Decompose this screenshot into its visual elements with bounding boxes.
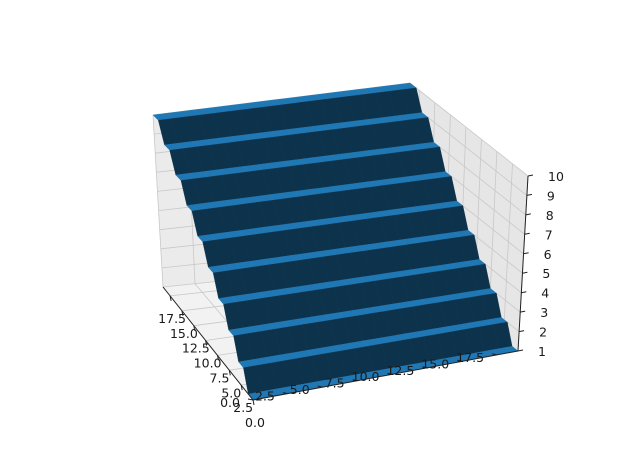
y-tick-mark [228, 370, 231, 376]
z-tick-mark [523, 252, 529, 255]
y-tick-label: 12.5 [182, 341, 210, 356]
z-tick-label: 6 [544, 247, 552, 262]
z-tick-label: 10 [548, 169, 564, 184]
z-axis-line [517, 175, 529, 352]
x-tick-label: 12.5 [386, 363, 414, 378]
z-tick-mark [517, 349, 524, 352]
x-tick-label: 15.0 [421, 356, 449, 371]
x-tick-mark [492, 353, 498, 356]
x-tick-mark [247, 398, 254, 401]
tick-labels: 0.0 2.5 5.0 7.5 10.0 12.5 15.0 17.50.02.55.07.5… [158, 169, 564, 430]
x-tick-label: 17.5 [456, 350, 484, 365]
y-tick-label: 2.5 [233, 400, 253, 415]
y-tick-label: 5.0 [221, 385, 241, 400]
z-tick-label: 2 [539, 325, 547, 340]
grid-line [409, 102, 528, 196]
x-tick-label: 10.0 [352, 369, 380, 384]
z-tick-mark [526, 193, 532, 196]
x-tick-label: 5.0 [290, 382, 310, 397]
grid-line [152, 114, 164, 288]
surface [152, 82, 519, 401]
z-tick-mark [520, 310, 526, 313]
y-tick-mark [181, 310, 184, 316]
y-tick-mark [169, 295, 172, 301]
y-tick-mark [217, 355, 219, 361]
grid-line [502, 163, 513, 340]
y-tick-label: 17.5 [158, 311, 186, 326]
y-tick-mark [240, 385, 243, 391]
y-tick-label: 0.0 [245, 415, 265, 430]
x-tick-mark [352, 379, 358, 382]
grid-line [409, 82, 529, 177]
z-tick-label: 4 [541, 286, 549, 301]
y-tick-mark [193, 325, 196, 331]
y-tick-mark [205, 340, 208, 346]
x-tick-mark [387, 372, 393, 375]
x-tick-mark [317, 385, 323, 388]
x-tick-label: 0.0 [220, 395, 240, 410]
z-tick-mark [525, 213, 531, 216]
x-axis-line [162, 286, 254, 401]
y-tick-label: 15.0 [170, 326, 198, 341]
z-tick-mark [524, 232, 530, 235]
x-tick-label: 7.5 [325, 376, 345, 391]
z-tick-mark [521, 291, 527, 294]
z-tick-mark [522, 271, 528, 274]
z-tick-mark [519, 330, 525, 333]
x-tick-label: 2.5 [255, 389, 275, 404]
z-tick-label: 8 [546, 208, 554, 223]
x-tick-mark [282, 392, 288, 395]
axis-lines [162, 174, 534, 406]
z-tick-mark [527, 174, 534, 177]
y-tick-label: 7.5 [210, 370, 230, 385]
x-tick-mark [457, 359, 463, 362]
y-axis-line [252, 350, 519, 401]
z-tick-label: 9 [547, 188, 555, 203]
z-tick-label: 1 [538, 344, 546, 359]
z-tick-label: 7 [545, 227, 553, 242]
z-tick-label: 5 [542, 266, 550, 281]
y-tick-label: 10.0 [194, 356, 222, 371]
z-tick-label: 3 [540, 305, 548, 320]
y-tick-mark [252, 399, 255, 406]
x-tick-mark [422, 366, 428, 369]
